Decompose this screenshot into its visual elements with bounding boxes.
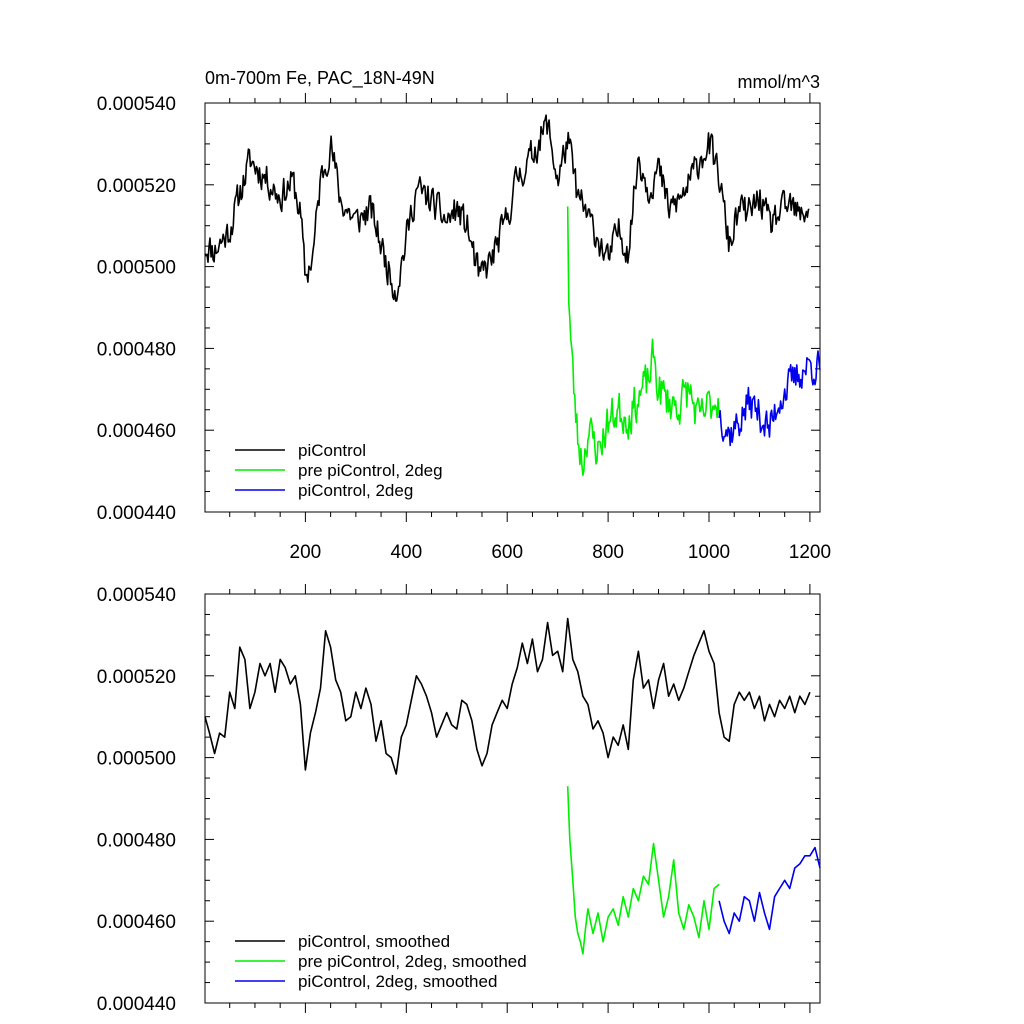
y-tick-label: 0.000440 bbox=[97, 994, 176, 1015]
y-tick-label: 0.000460 bbox=[97, 421, 176, 442]
y-tick-label: 0.000540 bbox=[97, 585, 176, 606]
legend-label: piControl bbox=[298, 441, 366, 460]
x-tick-label: 1200 bbox=[789, 542, 831, 563]
series-line bbox=[566, 786, 720, 955]
y-tick-label: 0.000440 bbox=[97, 503, 176, 524]
legend-label: piControl, 2deg, smoothed bbox=[298, 972, 497, 991]
legend-label: piControl, 2deg bbox=[298, 481, 413, 500]
top-panel: 0m-700m Fe, PAC_18N-49N mmol/m^3 0.00044… bbox=[97, 68, 831, 563]
series-line bbox=[204, 114, 810, 302]
y-tick-label: 0.000520 bbox=[97, 667, 176, 688]
units-label: mmol/m^3 bbox=[738, 72, 820, 92]
x-tick-label: 1000 bbox=[688, 542, 730, 563]
y-tick-label: 0.000500 bbox=[97, 258, 176, 279]
series-line bbox=[718, 846, 821, 935]
y-tick-label: 0.000460 bbox=[97, 912, 176, 933]
y-tick-label: 0.000480 bbox=[97, 830, 176, 851]
chart-title: 0m-700m Fe, PAC_18N-49N bbox=[205, 68, 435, 89]
series-line bbox=[204, 617, 811, 775]
legend-label: pre piControl, 2deg, smoothed bbox=[298, 952, 527, 971]
legend-label: pre piControl, 2deg bbox=[298, 461, 443, 480]
legend-label: piControl, smoothed bbox=[298, 932, 450, 951]
x-tick-label: 800 bbox=[592, 542, 624, 563]
y-tick-label: 0.000480 bbox=[97, 339, 176, 360]
y-tick-label: 0.000520 bbox=[97, 176, 176, 197]
x-tick-label: 400 bbox=[390, 542, 422, 563]
x-tick-label: 200 bbox=[290, 542, 322, 563]
series-line bbox=[718, 350, 821, 447]
bottom-panel: 0.000440 0.000460 0.000480 0.000500 0.000520… bbox=[97, 584, 821, 1015]
y-tick-label: 0.000540 bbox=[97, 94, 176, 115]
x-tick-label: 600 bbox=[491, 542, 523, 563]
series-line bbox=[566, 206, 720, 477]
y-tick-label: 0.000500 bbox=[97, 749, 176, 770]
